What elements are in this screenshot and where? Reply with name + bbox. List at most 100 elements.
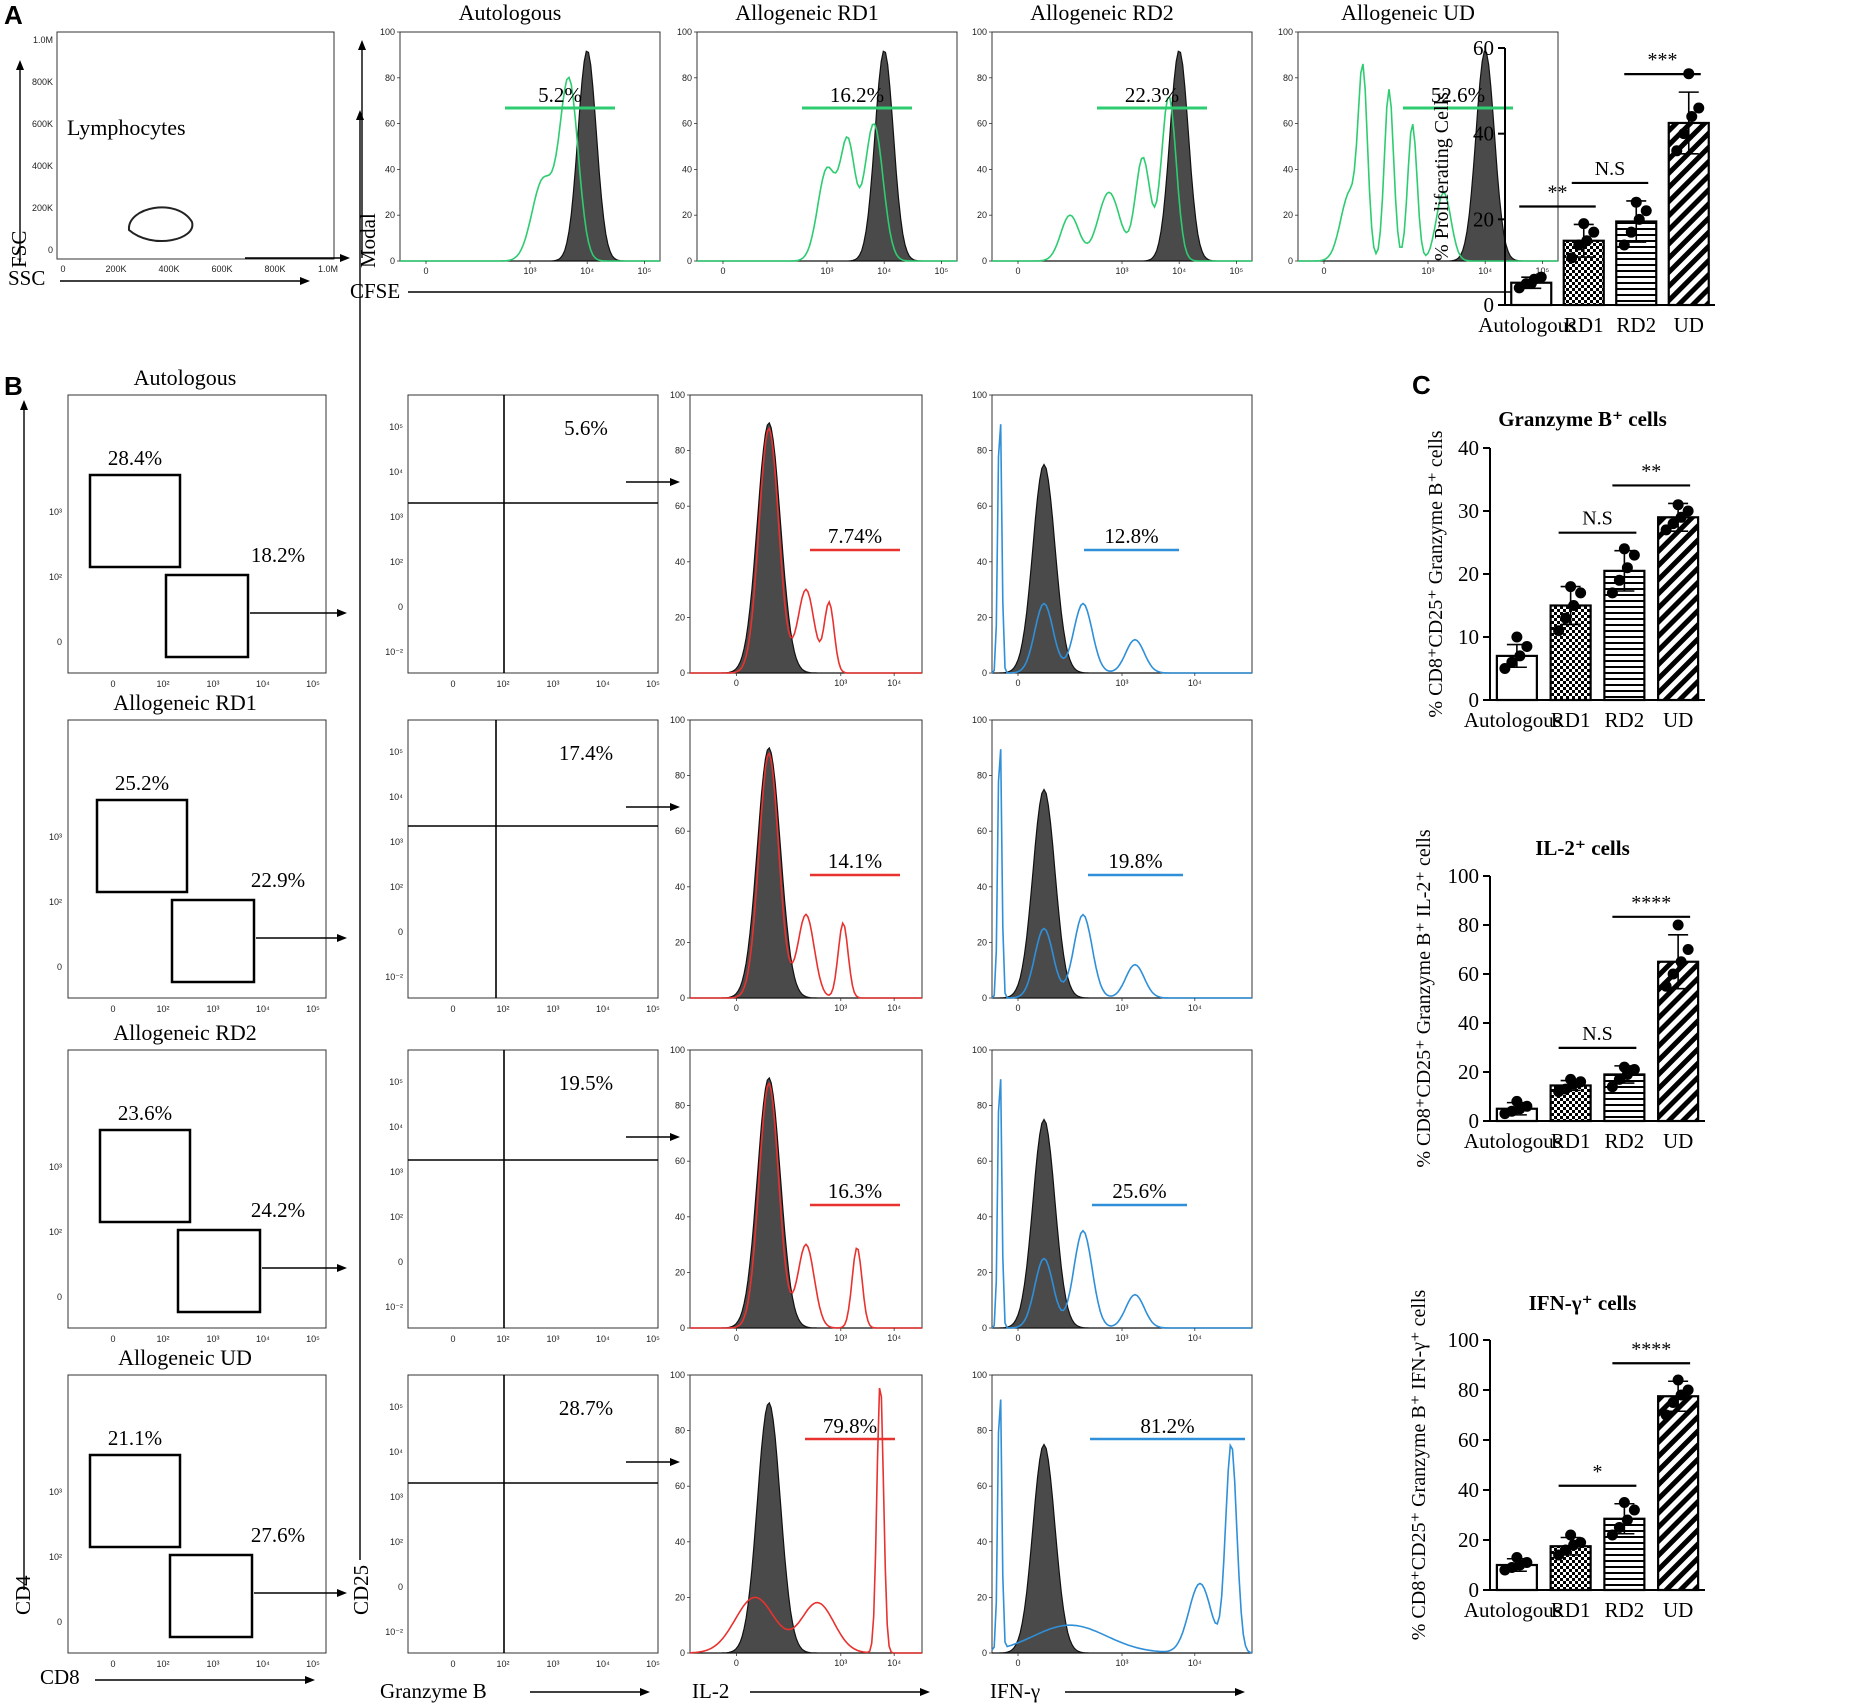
bar-chart-1-point-3 <box>1640 205 1652 217</box>
bar-chart-4-point-3 <box>1628 1504 1640 1516</box>
bar-chart-2-point-3 <box>1606 587 1618 599</box>
cfse-histogram-2-test <box>697 123 957 262</box>
bar-chart-3-point-3 <box>1613 1073 1625 1085</box>
cd25-ytick-2: 10² <box>390 882 403 892</box>
il2-histogram-2-xtick: 10⁴ <box>887 1003 901 1013</box>
scatter-ytick: 800K <box>32 77 53 87</box>
cd25-xtick-3: 10⁴ <box>596 1334 610 1344</box>
bar-chart-2-point-4 <box>1672 499 1684 511</box>
cfse-histogram-3-ytick: 20 <box>977 210 987 220</box>
cd8-gate-1 <box>164 573 250 659</box>
cd25-ytick-2: 0 <box>398 927 403 937</box>
modal-axis-arrow-head <box>358 40 366 50</box>
cd4cd8-xtick-4: 10³ <box>206 1659 219 1669</box>
cd25-ytick-1: 10² <box>390 557 403 567</box>
cfse-histogram-2-frame <box>696 31 958 262</box>
ifng-histogram-3-test <box>991 1079 1252 1329</box>
il2-axis-arrow-head <box>920 1688 930 1696</box>
cd25-xtick-3: 10³ <box>546 1334 559 1344</box>
cd25-ytick-4: 10³ <box>390 1492 403 1502</box>
cfse-pct-4: 52.6% <box>1431 83 1485 107</box>
cfse-histogram-1-ytick: 60 <box>385 119 395 129</box>
il2-histogram-2-ytick: 20 <box>675 937 685 947</box>
cfse-pct-3: 22.3% <box>1125 83 1179 107</box>
bar-chart-1-ylabel: % Proliferating Cells <box>1431 92 1453 261</box>
cd25-xtick-2: 0 <box>450 1004 455 1014</box>
cd25-frame-3 <box>407 1049 659 1329</box>
il2-histogram-2-ytick: 80 <box>675 771 685 781</box>
cd4cd8-ytick-3: 0 <box>57 1292 62 1302</box>
bar-chart-2-point-4 <box>1675 511 1687 523</box>
cd4cd8-ytick-4: 10² <box>49 1552 62 1562</box>
cfse-histogram-3-xtick: 10⁵ <box>1230 266 1244 276</box>
cd25-ytick-2: 10⁻² <box>385 972 403 982</box>
il2-histogram-3-xtick: 10³ <box>834 1333 847 1343</box>
ifng-histogram-3-ytick: 100 <box>972 1045 987 1055</box>
ifng-histogram-2-ytick: 100 <box>972 715 987 725</box>
scatter-xtick: 800K <box>264 264 285 274</box>
il2-histogram-1-ytick: 100 <box>670 390 685 400</box>
bar-chart-3-point-4 <box>1667 968 1679 980</box>
bar-chart-3-ytick: 100 <box>1448 864 1480 888</box>
bar-chart-3-point-4 <box>1660 980 1672 992</box>
cd4cd8-xtick-3: 10² <box>156 1334 169 1344</box>
row-title-3: Allogeneic RD2 <box>113 1020 257 1045</box>
bar-chart-4-point-1 <box>1521 1557 1533 1568</box>
cd25-xtick-3: 10⁵ <box>646 1334 660 1344</box>
cd25-xtick-4: 0 <box>450 1659 455 1669</box>
il2-histogram-2-frame <box>689 719 923 999</box>
scatter-xlabel: SSC <box>8 266 45 290</box>
il2-histogram-4-test <box>689 1387 922 1654</box>
panel-label-c: C <box>1412 370 1431 400</box>
bar-chart-1-ytick: 40 <box>1473 122 1494 146</box>
il2-pct-4: 79.8% <box>823 1414 877 1438</box>
bar-chart-4-title: IFN-γ⁺ cells <box>1529 1291 1637 1315</box>
il2-histogram-3-xtick: 10⁴ <box>887 1333 901 1343</box>
bar-chart-4-point-1 <box>1511 1552 1523 1563</box>
scatter-xtick: 0 <box>60 264 65 274</box>
cfse-histogram-1-test <box>400 75 660 262</box>
bar-chart-1-point-3 <box>1633 213 1645 225</box>
cd25-xtick-2: 10² <box>496 1004 509 1014</box>
cfse-histogram-4-frame <box>1297 31 1559 262</box>
cfse-histogram-1-frame <box>399 31 661 262</box>
bar-chart-2-point-2 <box>1568 600 1580 611</box>
cd25-ytick-1: 10⁴ <box>389 467 403 477</box>
cd4-gate-2 <box>95 798 189 894</box>
ifng-histogram-4-ytick: 20 <box>977 1592 987 1602</box>
ifng-histogram-1-ytick: 20 <box>977 612 987 622</box>
bar-chart-1-point-4 <box>1678 128 1690 140</box>
cd25-xtick-1: 10² <box>496 679 509 689</box>
cfse-histogram-4-xtick: 10⁵ <box>1536 266 1550 276</box>
ifng-histogram-1-xtick: 10³ <box>1115 678 1128 688</box>
lymphocyte-gate <box>127 206 194 243</box>
bar-chart-2-point-2 <box>1565 581 1577 593</box>
cfse-histogram-3-xtick: 0 <box>1015 266 1020 276</box>
bar-chart-2-sig-label-2: ** <box>1641 460 1661 482</box>
ifng-histogram-4-ytick: 80 <box>977 1426 987 1436</box>
bar-chart-3-ytick: 40 <box>1458 1011 1479 1035</box>
bar-chart-1-sig-label-1: ** <box>1548 181 1568 203</box>
il2-pct-1: 7.74% <box>828 524 882 548</box>
bar-chart-4-point-4 <box>1667 1397 1679 1408</box>
bar-chart-2-point-3 <box>1628 549 1640 561</box>
ifng-histogram-2-xtick: 10⁴ <box>1188 1003 1202 1013</box>
il2-histogram-3-ytick: 20 <box>675 1267 685 1277</box>
il2-histogram-4-ytick: 80 <box>675 1426 685 1436</box>
cd4cd8-ytick-1: 10³ <box>49 507 62 517</box>
ifng-histogram-1-ytick: 80 <box>977 446 987 456</box>
bar-chart-2-ytick: 20 <box>1458 562 1479 586</box>
cd4cd8-xtick-1: 10² <box>156 679 169 689</box>
cfse-histogram-1-ytick: 80 <box>385 73 395 83</box>
ifng-histogram-3-ytick: 60 <box>977 1156 987 1166</box>
il2-histogram-1-test <box>690 426 922 674</box>
cfse-pct-1: 5.2% <box>538 83 582 107</box>
il2-histogram-2-xtick: 10³ <box>834 1003 847 1013</box>
bar-chart-1-point-3 <box>1630 196 1642 208</box>
bar-chart-3-point-2 <box>1565 1073 1577 1085</box>
ifng-histogram-3-xtick: 10³ <box>1115 1333 1128 1343</box>
cd25-ytick-4: 10² <box>390 1537 403 1547</box>
cd25-ytick-3: 10⁵ <box>389 1077 403 1087</box>
cfse-hist-title-3: Allogeneic RD2 <box>1030 0 1174 25</box>
